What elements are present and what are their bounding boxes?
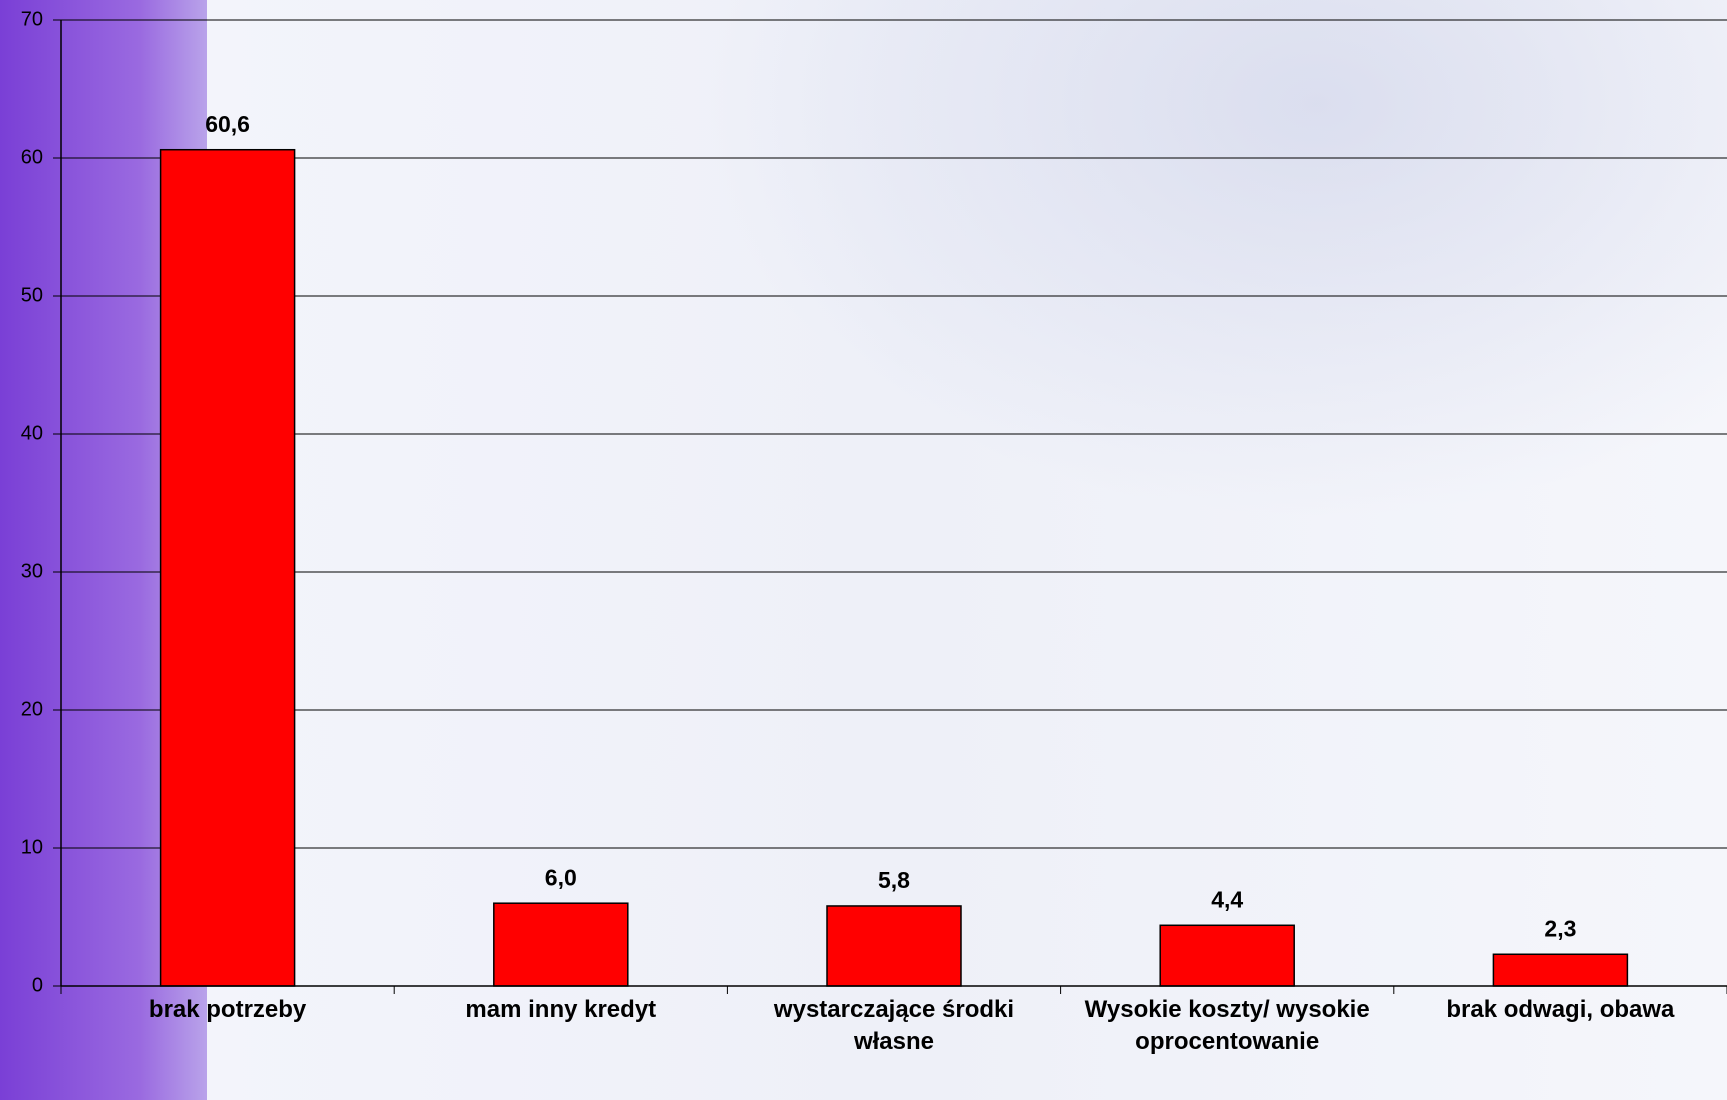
x-tick-label: mam inny kredyt xyxy=(465,996,657,1023)
bar xyxy=(1492,953,1629,987)
bar xyxy=(1159,924,1295,987)
value-label: 5,8 xyxy=(878,867,910,893)
y-tick-label: 20 xyxy=(21,698,43,720)
value-label: 2,3 xyxy=(1544,915,1576,941)
y-tick-label: 70 xyxy=(21,8,43,30)
y-tick-label: 60 xyxy=(21,146,43,168)
y-tick-label: 40 xyxy=(21,422,43,444)
x-tick-label: brak potrzeby xyxy=(148,996,307,1023)
x-tick-label: brak odwagi, obawa xyxy=(1446,996,1675,1023)
bar xyxy=(826,905,962,987)
y-tick-label: 0 xyxy=(32,974,43,996)
y-tick-label: 30 xyxy=(21,560,43,582)
background-photo xyxy=(700,0,1727,520)
value-label: 4,4 xyxy=(1211,886,1243,912)
bar xyxy=(493,902,629,987)
y-tick-label: 10 xyxy=(21,836,43,858)
y-tick-label: 50 xyxy=(21,284,43,306)
x-tick-label: Wysokie koszty/ wysokie oprocentowanie xyxy=(1084,996,1370,1055)
value-label: 6,0 xyxy=(545,864,577,890)
value-label: 60,6 xyxy=(205,111,250,137)
bar xyxy=(159,148,296,987)
x-tick-label: wystarczające środki własne xyxy=(773,996,1015,1055)
